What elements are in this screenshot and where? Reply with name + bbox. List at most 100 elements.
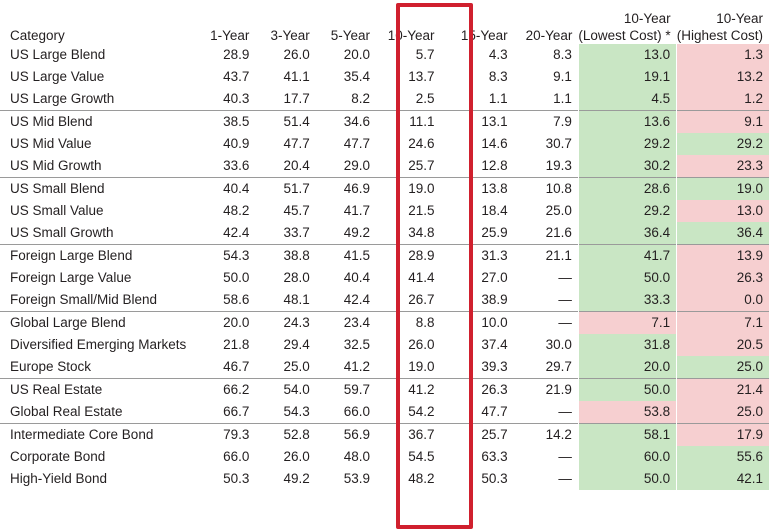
cell-10-year-lowest-cost: 29.2 [577,200,677,222]
cell-5-year: 49.2 [343,225,371,240]
header-lowest-line1: 10-Year [623,11,671,26]
cell-15-year: 4.3 [488,47,508,62]
cell-3-year: 17.7 [283,91,310,106]
cell-1-year: 50.0 [223,270,250,285]
cell-3-year: 47.7 [283,136,310,151]
cell-20-year: 8.3 [553,47,572,62]
cell-20-year: — [558,471,572,486]
cell-15-year: 47.7 [481,404,508,419]
cell-20-year: 21.6 [545,225,572,240]
cell-15-year: 25.7 [458,423,514,446]
cell-15-year: 14.6 [481,136,508,151]
cell-20-year: 21.1 [513,244,579,267]
cell-20-year: 10.8 [513,177,579,200]
table-row: Global Real Estate 66.7 54.3 66.0 54.2 47.7 — 5… [0,401,769,424]
cell-10-year-lowest-cost: 58.1 [577,423,677,446]
header-10-year-highest-cost: 10-Year (Highest Cost) [677,0,769,44]
cell-1-year: 46.7 [223,359,250,374]
cell-10-year-lowest-cost: 50.0 [577,267,677,289]
cell-10-year-highest-cost: 23.3 [676,155,769,178]
header-15-year: 15-Year [460,28,508,43]
cell-category: Corporate Bond [10,449,106,464]
cell-15-year: 12.8 [481,158,508,173]
cell-10-year: 36.7 [378,423,459,446]
cell-20-year: 1.1 [553,91,572,106]
cell-10-year: 2.5 [415,91,435,106]
cell-20-year: 9.1 [553,69,572,84]
cell-1-year: 79.3 [196,423,258,446]
cell-3-year: 20.4 [283,158,310,173]
cell-10-year-lowest-cost: 41.7 [577,244,677,267]
cell-10-year: 25.7 [408,158,435,173]
table-row: Europe Stock 46.7 25.0 41.2 19.0 39.3 29.7 20.0… [0,356,769,379]
header-3-year: 3-Year [270,28,310,43]
table-row: Foreign Large Blend 54.3 38.8 41.5 28.9 31.3 2… [0,244,769,267]
cell-10-year-lowest-cost: 53.8 [577,401,677,424]
cell-10-year: 5.7 [415,47,435,62]
cell-3-year: 26.0 [283,449,310,464]
cell-10-year-lowest-cost: 36.4 [577,222,677,245]
cell-10-year: 19.0 [378,177,459,200]
cell-10-year: 41.4 [408,270,435,285]
cell-15-year: 13.8 [458,177,514,200]
cell-10-year: 41.2 [378,378,459,401]
cell-10-year: 54.2 [408,404,435,419]
cell-3-year: 54.0 [257,378,318,401]
cell-10-year: 28.9 [378,244,459,267]
cell-10-year: 54.5 [408,449,435,464]
cell-10-year-lowest-cost: 30.2 [577,155,677,178]
cell-3-year: 49.2 [283,471,310,486]
table-row: US Real Estate 66.2 54.0 59.7 41.2 26.3 21.9 50… [0,378,769,401]
cell-1-year: 58.6 [223,292,250,307]
header-row: Category 1-Year 3-Year 5-Year 10-Year 15… [0,0,769,44]
header-highest-line1: 10-Year [716,11,763,26]
cell-1-year: 66.7 [223,404,250,419]
cell-15-year: 25.9 [481,225,508,240]
cell-10-year-lowest-cost: 29.2 [577,133,677,155]
cell-15-year: 39.3 [481,359,508,374]
cell-1-year: 38.5 [196,110,258,133]
cell-10-year: 11.1 [378,110,459,133]
header-lowest-line2: (Lowest Cost) * [578,28,671,43]
cell-3-year: 28.0 [283,270,310,285]
cell-10-year-lowest-cost: 28.6 [577,177,677,200]
cell-15-year: 18.4 [481,203,508,218]
cell-category: Foreign Large Value [10,270,132,285]
cell-5-year: 59.7 [317,378,379,401]
header-20-year: 20-Year [525,28,573,43]
table-row: US Mid Growth 33.6 20.4 29.0 25.7 12.8 19.3 30.… [0,155,769,178]
cell-10-year-highest-cost: 55.6 [676,446,769,468]
table-body: US Large Blend 28.9 26.0 20.0 5.7 4.3 8.3 13.0 1… [0,44,769,490]
header-10-year-lowest-cost: 10-Year (Lowest Cost) * [578,0,676,44]
cell-10-year-lowest-cost: 20.0 [577,356,677,379]
cell-10-year: 48.2 [408,471,435,486]
cell-5-year: 40.4 [343,270,371,285]
cell-category: US Large Value [10,69,105,84]
cell-1-year: 48.2 [223,203,250,218]
cell-category: US Mid Value [10,136,92,151]
cell-category: US Small Growth [10,225,114,240]
table-row: Foreign Large Value 50.0 28.0 40.4 41.4 27.0 —… [0,267,769,289]
cell-5-year: 35.4 [343,69,371,84]
cell-3-year: 29.4 [283,337,310,352]
cell-category: Europe Stock [10,359,92,374]
cell-5-year: 41.2 [343,359,371,374]
cell-1-year: 66.0 [223,449,250,464]
cell-10-year-highest-cost: 1.3 [676,44,769,66]
cell-1-year: 66.2 [196,378,258,401]
cell-1-year: 33.6 [223,158,250,173]
cell-1-year: 40.9 [223,136,250,151]
header-highest-line2: (Highest Cost) [676,28,763,43]
cell-3-year: 45.7 [283,203,310,218]
cell-5-year: 8.2 [351,91,371,106]
cell-10-year-lowest-cost: 13.6 [577,110,677,133]
cell-5-year: 48.0 [343,449,371,464]
cell-1-year: 21.8 [223,337,250,352]
cell-3-year: 41.1 [283,69,310,84]
table-row: Foreign Small/Mid Blend 58.6 48.1 42.4 26.7 3… [0,289,769,312]
cell-10-year-lowest-cost: 60.0 [577,446,677,468]
cell-1-year: 20.0 [196,311,258,334]
table-row: High-Yield Bond 50.3 49.2 53.9 48.2 50.3 — 50.0… [0,468,769,490]
cell-5-year: 47.7 [343,136,371,151]
cell-10-year-lowest-cost: 31.8 [577,334,677,356]
